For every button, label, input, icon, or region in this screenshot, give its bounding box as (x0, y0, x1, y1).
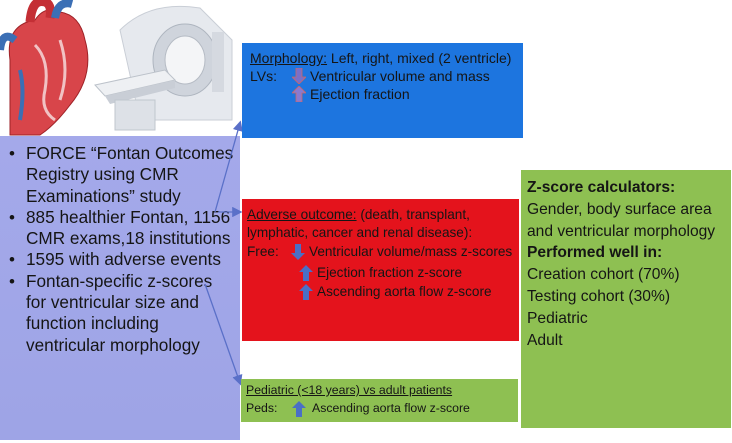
bullet-z-scores: Fontan-specific z-scores for ventricular… (9, 271, 234, 356)
heart-illustration (0, 0, 89, 136)
arrow-up-icon (292, 86, 306, 102)
lvs-label: LVs: (250, 68, 277, 84)
performed-heading: Performed well in: (527, 244, 663, 262)
bullet-adverse-events: 1595 with adverse events (9, 249, 234, 271)
arrow-up-icon (299, 265, 313, 282)
arrow-down-icon (291, 243, 305, 260)
free-up-row-2: Ascending aorta flow z-score (247, 283, 514, 301)
study-bullets: FORCE “Fontan Outcomes Registry using CM… (6, 143, 234, 356)
pediatric-box: Pediatric (<18 years) vs adult patients … (241, 379, 518, 422)
morphology-label: Morphology: (250, 50, 328, 66)
free-label: Free: (247, 243, 279, 259)
morphology-box: Morphology: Left, right, mixed (2 ventri… (242, 43, 523, 138)
performed-item-adult: Adult (527, 331, 563, 349)
calculators-text: Gender, body surface area and ventricula… (527, 200, 716, 240)
lvs-row: LVs: Ventricular volume and mass (250, 67, 515, 85)
z-score-calculators-box: Z-score calculators: Gender, body surfac… (521, 170, 731, 428)
performed-item-pediatric: Pediatric (527, 309, 588, 327)
lvs-up-row: Ejection fraction (250, 85, 515, 103)
adverse-outcome-box: Adverse outcome: (death, transplant, lym… (242, 199, 519, 341)
peds-row: Peds: Ascending aorta flow z-score (246, 400, 513, 418)
morphology-text: Left, right, mixed (2 ventricle) (327, 50, 512, 66)
morphology-line: Morphology: Left, right, mixed (2 ventri… (250, 49, 515, 67)
free-row: Free: Ventricular volume/mass z-scores (247, 243, 514, 261)
adverse-text: (death, transplant, lymphatic, cancer an… (247, 207, 473, 241)
calculators-heading: Z-score calculators: (527, 179, 676, 196)
study-summary-panel: FORCE “Fontan Outcomes Registry using CM… (0, 136, 240, 440)
pediatric-title: Pediatric (<18 years) vs adult patients (246, 383, 453, 397)
peds-up-item: Ascending aorta flow z-score (312, 400, 470, 415)
free-up-item-2: Ascending aorta flow z-score (317, 283, 492, 299)
bullet-cohort: 885 healthier Fontan, 1156 CMR exams,18 … (9, 207, 234, 250)
free-up-item-1: Ejection fraction z-score (317, 265, 463, 281)
adverse-line: Adverse outcome: (death, transplant, lym… (247, 206, 514, 243)
lvs-down-item: Ventricular volume and mass (310, 68, 490, 84)
heart-and-mri-illustration (0, 0, 233, 136)
performed-item-testing: Testing cohort (30%) (527, 287, 671, 305)
free-down-item: Ventricular volume/mass z-scores (309, 243, 513, 259)
free-up-row-1: Ejection fraction z-score (247, 264, 514, 282)
adverse-label: Adverse outcome: (247, 207, 357, 222)
arrow-up-icon (299, 283, 313, 300)
bullet-force-study: FORCE “Fontan Outcomes Registry using CM… (9, 143, 234, 207)
mri-scanner-illustration (94, 5, 233, 131)
performed-item-creation: Creation cohort (70%) (527, 266, 680, 284)
peds-label: Peds: (246, 400, 278, 415)
arrow-up-icon (292, 400, 306, 417)
arrow-down-icon (292, 68, 306, 84)
lvs-up-item: Ejection fraction (310, 86, 410, 102)
